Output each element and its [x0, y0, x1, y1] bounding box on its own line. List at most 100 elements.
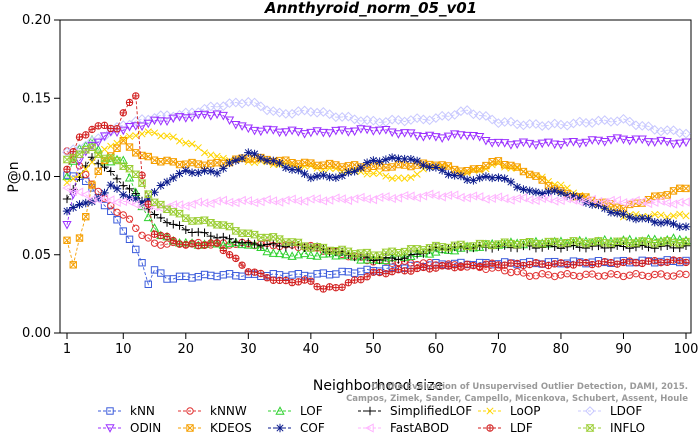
data-point-ldf — [651, 257, 659, 265]
data-point-kdeos — [63, 236, 71, 245]
data-point-cof — [656, 218, 666, 228]
data-point-cof — [225, 158, 234, 168]
data-point-ldf — [294, 278, 303, 286]
data-point-ldof — [262, 105, 272, 116]
data-point-lof — [93, 144, 103, 154]
legend-item-knnw: kNNW — [178, 404, 247, 418]
data-point-odin — [149, 116, 160, 126]
x-tick-label: 70 — [490, 342, 507, 357]
data-point-fastabod — [599, 197, 609, 207]
data-point-lof — [118, 155, 128, 165]
data-point-odin — [287, 126, 297, 136]
data-point-ldf — [275, 276, 284, 284]
data-point-loop — [657, 211, 665, 219]
data-point-inflo — [275, 235, 284, 243]
data-point-odin — [487, 139, 497, 148]
data-point-simplifiedlof — [162, 218, 172, 227]
legend-marker-inflo — [585, 424, 595, 432]
data-point-odin — [425, 131, 435, 141]
data-point-cof — [638, 213, 647, 223]
data-point-simplifiedlof — [100, 162, 109, 172]
data-point-fastabod — [531, 195, 540, 206]
data-point-odin — [606, 136, 616, 145]
data-point-inflo — [137, 179, 147, 187]
data-point-kdeos — [519, 167, 528, 176]
data-point-lof — [256, 242, 266, 251]
data-point-ldof — [268, 106, 279, 117]
data-point-odin — [387, 128, 397, 138]
data-point-cof — [487, 173, 497, 183]
data-point-lof — [668, 233, 679, 242]
data-point-lof — [268, 248, 278, 257]
data-point-ldf — [107, 124, 115, 133]
data-point-ldf — [250, 268, 259, 276]
data-point-odin — [156, 117, 166, 126]
data-point-odin — [237, 122, 247, 131]
data-point-inflo — [181, 214, 191, 222]
data-point-cof — [306, 173, 316, 183]
legend-label-loop: LoOP — [510, 404, 541, 418]
data-point-cof — [281, 163, 291, 172]
data-point-kdeos — [150, 156, 159, 164]
data-point-simplifiedlof — [606, 243, 616, 252]
data-point-loop — [682, 212, 690, 220]
data-point-kdeos — [69, 261, 77, 269]
data-point-kdeos — [482, 161, 490, 170]
data-point-odin — [206, 112, 216, 121]
data-point-odin — [381, 126, 391, 135]
data-point-fastabod — [343, 195, 353, 206]
x-tick-label: 20 — [178, 342, 195, 357]
data-point-kdeos — [82, 213, 90, 221]
data-point-ldf — [563, 261, 571, 269]
data-point-simplifiedlof — [125, 184, 134, 194]
series-inflo — [62, 143, 691, 259]
data-point-fastabod — [393, 193, 403, 203]
data-point-fastabod — [506, 195, 515, 205]
data-point-fastabod — [462, 193, 471, 203]
data-point-kdeos — [513, 163, 521, 171]
data-point-ldf — [194, 242, 203, 250]
data-point-ldf — [576, 259, 584, 267]
data-point-cof — [212, 168, 222, 178]
data-point-cof — [462, 175, 472, 184]
data-point-fastabod — [381, 192, 390, 202]
data-point-odin — [274, 128, 285, 138]
data-point-loop — [163, 132, 171, 140]
data-point-cof — [312, 172, 322, 181]
data-point-loop — [494, 159, 502, 167]
data-point-fastabod — [130, 199, 140, 210]
data-point-kdeos — [207, 159, 215, 168]
data-point-fastabod — [74, 187, 84, 197]
data-point-simplifiedlof — [119, 181, 128, 190]
data-point-odin — [362, 125, 372, 135]
data-point-simplifiedlof — [225, 234, 234, 243]
data-point-kdeos — [332, 161, 340, 169]
data-point-ldf — [538, 260, 546, 268]
data-point-cof — [431, 163, 441, 172]
data-point-ldof — [549, 118, 560, 129]
data-point-knnw — [138, 231, 146, 240]
data-point-lof — [224, 238, 235, 248]
data-point-knnw — [557, 271, 565, 279]
data-point-cof — [537, 189, 547, 198]
data-point-ldof — [618, 113, 629, 124]
data-point-lof — [237, 239, 247, 249]
data-point-fastabod — [62, 183, 71, 193]
data-point-cof — [69, 203, 78, 212]
data-point-kdeos — [488, 157, 496, 166]
data-point-knnw — [657, 270, 665, 278]
data-point-fastabod — [624, 197, 634, 208]
legend-marker-ldof — [585, 406, 595, 416]
data-point-simplifiedlof — [231, 238, 241, 247]
series-odin — [62, 110, 691, 230]
data-point-ldf — [375, 268, 384, 277]
data-point-simplifiedlof — [387, 253, 397, 263]
data-point-odin — [662, 138, 672, 147]
data-point-loop — [669, 212, 678, 220]
legend-item-fastabod: FastABOD — [358, 421, 449, 434]
data-point-ldf — [307, 277, 315, 285]
data-point-odin — [506, 141, 516, 150]
data-point-ldf — [363, 273, 371, 281]
data-point-loop — [157, 132, 165, 140]
data-point-cof — [125, 193, 134, 202]
